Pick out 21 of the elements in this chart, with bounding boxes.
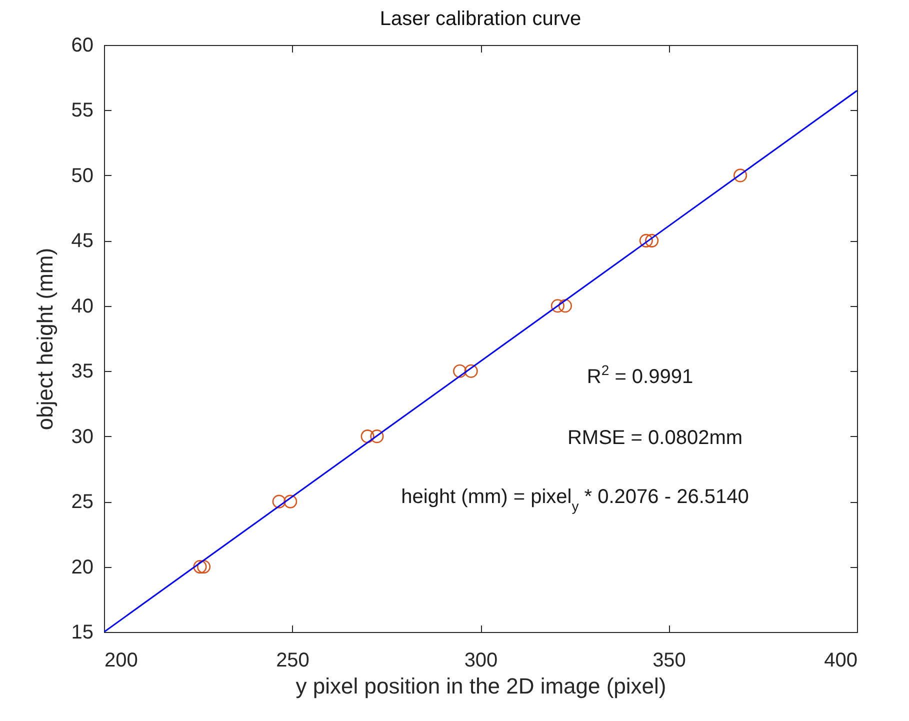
y-tick-label: 35 [71,360,94,383]
y-tick-label: 60 [71,34,94,56]
x-tick-label: 300 [464,650,498,672]
y-tick-label: 30 [71,426,94,448]
x-tick-label: 250 [276,650,310,672]
y-tick-label: 55 [71,100,94,122]
annotation: R$^{2}$ = 0.9991 [586,362,694,388]
y-tick-label: 40 [71,295,94,318]
y-axis-title: object height (mm) [32,248,58,430]
annotation: height (mm) = pixel$_{y}$ * 0.2076 - 26.5140 [401,486,749,514]
y-tick-label: 50 [71,164,94,187]
x-tick-label: 400 [824,650,858,672]
annotation: RMSE = 0.0802mm [567,427,743,449]
y-tick-label: 20 [71,556,94,578]
chart-title: Laser calibration curve [380,8,582,30]
x-tick-label: 200 [104,650,138,672]
y-tick-label: 45 [71,230,94,252]
y-tick-label: 25 [71,491,94,514]
x-tick-label: 350 [652,650,686,672]
y-tick-label: 15 [71,622,94,644]
x-axis-title: y pixel position in the 2D image (pixel) [296,674,666,698]
